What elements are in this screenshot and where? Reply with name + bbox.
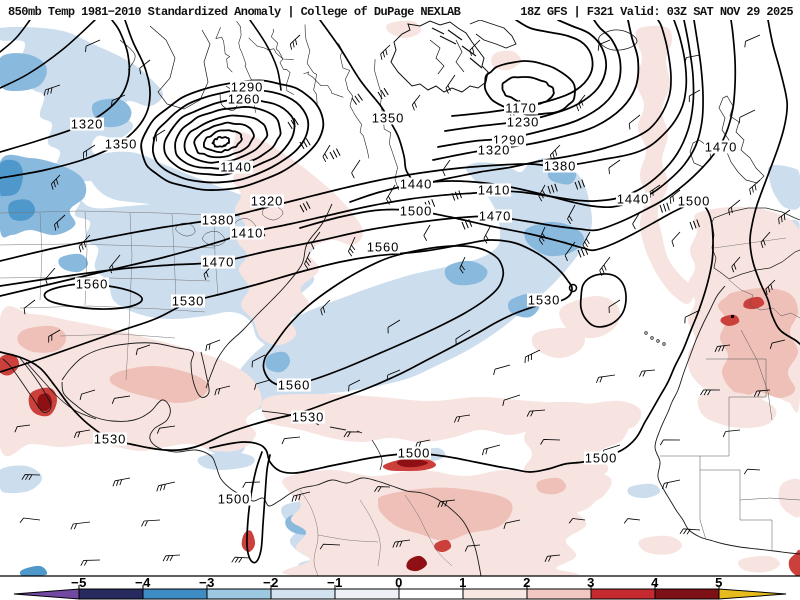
svg-text:1530: 1530 xyxy=(528,293,561,308)
svg-text:1560: 1560 xyxy=(278,378,311,393)
svg-text:1470: 1470 xyxy=(202,255,235,270)
svg-text:0: 0 xyxy=(395,575,403,590)
svg-text:1140: 1140 xyxy=(220,160,252,175)
svg-text:1380: 1380 xyxy=(544,159,577,174)
svg-text:1410: 1410 xyxy=(231,226,264,241)
svg-text:−5: −5 xyxy=(71,575,87,590)
svg-text:1560: 1560 xyxy=(367,240,400,255)
svg-text:850mb Temp 1981−2010 Standardi: 850mb Temp 1981−2010 Standardized Anomal… xyxy=(8,5,461,19)
svg-text:1500: 1500 xyxy=(398,446,431,461)
svg-text:1: 1 xyxy=(459,575,467,590)
svg-text:1230: 1230 xyxy=(507,115,540,130)
svg-text:1320: 1320 xyxy=(251,194,284,209)
svg-text:−2: −2 xyxy=(263,575,279,590)
svg-text:−1: −1 xyxy=(327,575,343,590)
svg-text:1320: 1320 xyxy=(71,117,104,132)
svg-text:1560: 1560 xyxy=(76,277,109,292)
svg-text:1530: 1530 xyxy=(292,410,325,425)
svg-text:−4: −4 xyxy=(135,575,151,590)
svg-text:1350: 1350 xyxy=(105,137,138,152)
svg-text:1500: 1500 xyxy=(400,204,433,219)
svg-text:4: 4 xyxy=(651,575,659,590)
svg-text:1350: 1350 xyxy=(372,111,405,126)
svg-text:1500: 1500 xyxy=(678,194,711,209)
svg-text:1410: 1410 xyxy=(478,183,511,198)
svg-text:1380: 1380 xyxy=(202,213,235,228)
svg-text:1170: 1170 xyxy=(505,101,537,116)
svg-text:3: 3 xyxy=(587,575,595,590)
svg-text:1530: 1530 xyxy=(172,294,205,309)
svg-text:1500: 1500 xyxy=(585,451,618,466)
svg-text:5: 5 xyxy=(715,575,723,590)
svg-text:1260: 1260 xyxy=(228,92,261,107)
svg-text:−3: −3 xyxy=(199,575,215,590)
svg-text:1440: 1440 xyxy=(400,177,433,192)
svg-text:1470: 1470 xyxy=(705,140,738,155)
svg-text:1290: 1290 xyxy=(231,80,264,95)
svg-text:1500: 1500 xyxy=(218,492,251,507)
svg-text:1440: 1440 xyxy=(617,192,650,207)
svg-text:1320: 1320 xyxy=(478,143,511,158)
svg-text:1470: 1470 xyxy=(479,209,512,224)
svg-text:18Z GFS | F321 Valid: 03Z SAT: 18Z GFS | F321 Valid: 03Z SAT NOV 29 202… xyxy=(520,5,793,19)
svg-text:2: 2 xyxy=(523,575,531,590)
svg-text:1530: 1530 xyxy=(94,432,127,447)
